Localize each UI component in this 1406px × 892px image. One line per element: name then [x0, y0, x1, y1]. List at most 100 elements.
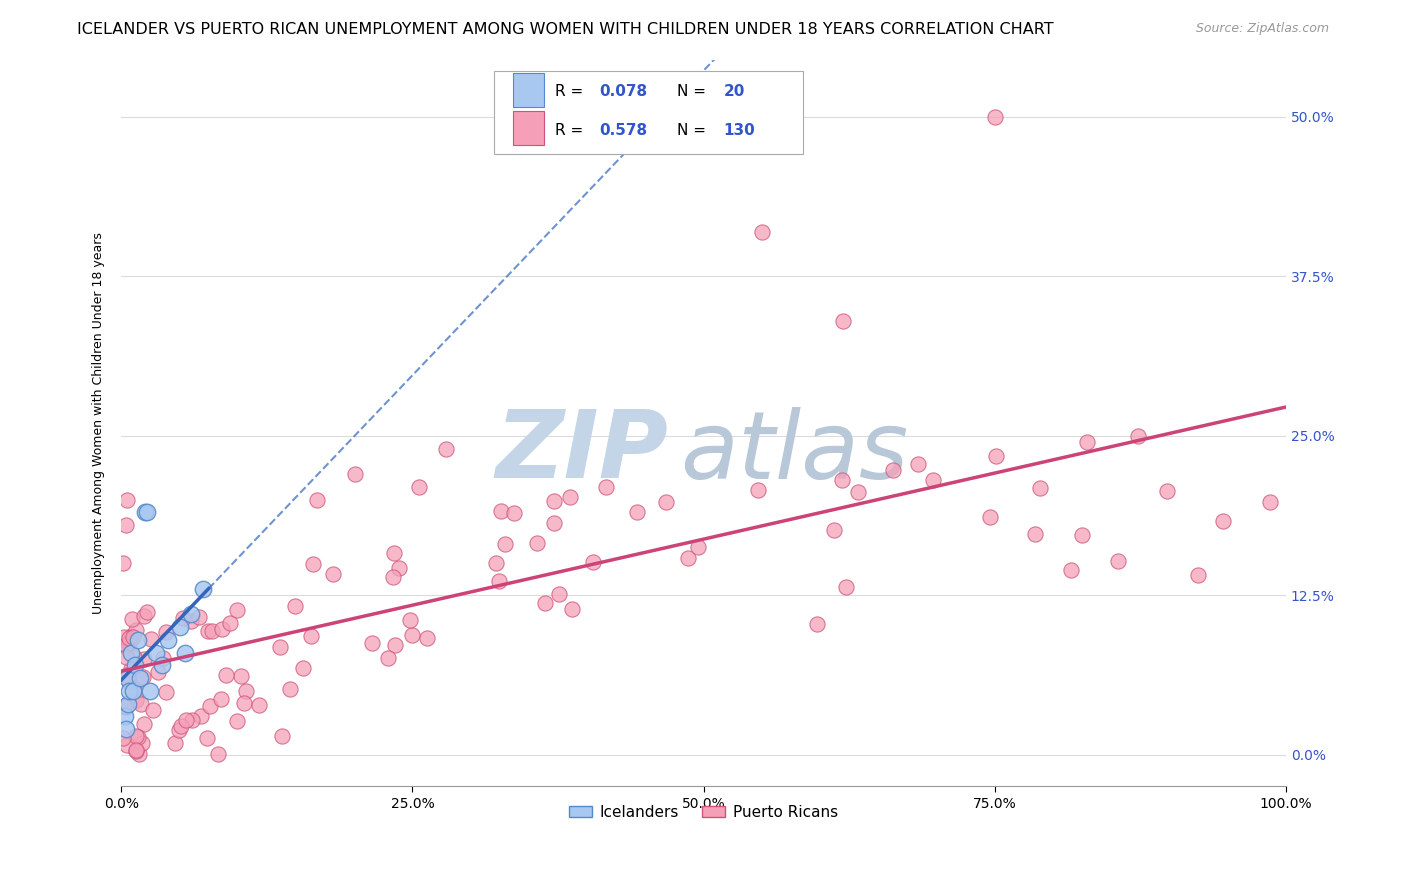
Point [655, 494, 678, 508]
Point [921, 473, 943, 487]
Point [835, 580, 858, 594]
Point [195, 731, 218, 745]
Point [129, 671, 152, 685]
Point [134, 505, 156, 519]
Point [115, 671, 138, 685]
FancyBboxPatch shape [513, 73, 544, 107]
Point [128, 747, 150, 761]
Point [200, 698, 222, 713]
Point [115, 492, 138, 507]
Point [125, 729, 148, 743]
Point [361, 635, 384, 649]
Point [124, 744, 146, 758]
Point [115, 722, 138, 736]
Point [986, 449, 1008, 463]
Point [305, 492, 328, 507]
Point [112, 699, 135, 714]
Point [141, 632, 163, 646]
Point [122, 683, 145, 698]
Point [488, 574, 510, 588]
Point [377, 651, 399, 665]
Point [484, 556, 506, 570]
Point [979, 510, 1001, 524]
Point [125, 743, 148, 757]
Point [169, 620, 191, 634]
Point [1028, 482, 1050, 496]
Point [1024, 526, 1046, 541]
Point [115, 700, 138, 714]
Point [112, 630, 135, 644]
Point [115, 640, 138, 654]
Point [225, 714, 247, 728]
Text: R =: R = [554, 85, 588, 99]
Point [118, 636, 141, 650]
Point [408, 480, 430, 494]
Point [115, 518, 138, 533]
Point [543, 516, 565, 530]
Text: R =: R = [554, 122, 588, 137]
Point [416, 631, 439, 645]
Point [494, 537, 516, 551]
Point [129, 697, 152, 711]
Point [582, 555, 605, 569]
Point [211, 623, 233, 637]
Point [114, 709, 136, 723]
Point [156, 632, 179, 647]
Point [209, 692, 232, 706]
Point [165, 736, 187, 750]
Point [232, 696, 254, 710]
Point [127, 730, 149, 744]
Point [595, 480, 617, 494]
Point [678, 550, 700, 565]
Point [271, 729, 294, 743]
Point [384, 639, 406, 653]
Point [132, 652, 155, 666]
Point [1212, 514, 1234, 528]
Point [229, 669, 252, 683]
Point [846, 485, 869, 500]
Point [1071, 528, 1094, 542]
Point [398, 614, 420, 628]
Point [489, 504, 512, 518]
Point [121, 630, 143, 644]
Point [190, 709, 212, 723]
Point [291, 661, 314, 675]
Point [558, 490, 581, 504]
Point [215, 668, 238, 682]
Point [115, 738, 138, 752]
Point [118, 683, 141, 698]
Point [120, 662, 142, 676]
Point [882, 463, 904, 477]
FancyBboxPatch shape [494, 70, 803, 154]
Text: 0.078: 0.078 [599, 85, 647, 99]
Point [278, 682, 301, 697]
Point [124, 658, 146, 673]
Point [344, 467, 367, 481]
Point [174, 646, 197, 660]
Point [831, 474, 853, 488]
Point [187, 610, 209, 624]
Point [122, 650, 145, 665]
Point [111, 557, 134, 571]
FancyBboxPatch shape [513, 112, 544, 145]
Point [118, 631, 141, 645]
Point [122, 682, 145, 697]
Point [1060, 564, 1083, 578]
Point [115, 667, 138, 681]
Point [751, 225, 773, 239]
Point [503, 506, 526, 520]
Point [1156, 483, 1178, 498]
Point [219, 615, 242, 630]
Point [984, 110, 1007, 124]
Point [117, 697, 139, 711]
Text: ZIP: ZIP [496, 406, 669, 498]
Point [145, 646, 167, 660]
Point [543, 494, 565, 508]
Point [1128, 429, 1150, 443]
Point [181, 713, 204, 727]
Point [832, 314, 855, 328]
Point [150, 658, 173, 673]
Point [434, 442, 457, 456]
Text: N =: N = [676, 85, 711, 99]
Point [191, 582, 214, 596]
